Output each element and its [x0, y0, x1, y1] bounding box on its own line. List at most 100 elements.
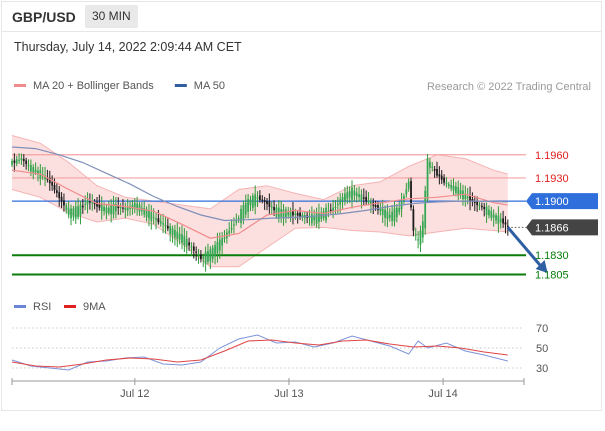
legend-label: MA 20 + Bollinger Bands	[33, 80, 154, 92]
x-axis-tick-label: Jul 13	[274, 388, 303, 400]
candle-body	[353, 191, 355, 196]
candle-body	[405, 189, 407, 194]
candle-body	[483, 207, 485, 209]
candle-body	[497, 215, 499, 223]
candle-body	[450, 185, 452, 188]
candle-body	[356, 193, 358, 197]
candle-body	[84, 204, 86, 205]
candle-body	[221, 238, 223, 246]
rsi-legend-label: 9MA	[83, 301, 106, 313]
candle-body	[412, 209, 414, 230]
candle-body	[365, 197, 367, 202]
candle-body	[176, 232, 178, 239]
candle-body	[200, 255, 202, 260]
candle-body	[219, 240, 221, 251]
candle-body	[235, 221, 237, 223]
candle-body	[195, 252, 197, 253]
candle-body	[375, 205, 377, 207]
candle-body	[250, 200, 252, 206]
candle-body	[434, 169, 436, 171]
candle-body	[467, 197, 469, 199]
candle-body	[479, 205, 481, 206]
candle-body	[292, 211, 294, 215]
candle-body	[217, 242, 219, 254]
candle-body	[25, 161, 27, 164]
rsi-tick-label: 50	[536, 343, 548, 355]
candle-body	[387, 211, 389, 218]
candle-body	[124, 208, 126, 210]
candle-body	[344, 194, 346, 201]
candle-body	[285, 210, 287, 218]
candle-body	[294, 214, 296, 215]
rsi-tick-label: 70	[536, 323, 548, 335]
candle-body	[209, 249, 211, 261]
candle-body	[242, 205, 244, 220]
candle-body	[54, 185, 56, 190]
candle-body	[63, 200, 65, 205]
candle-body	[500, 219, 502, 222]
candle-body	[231, 228, 233, 230]
candle-body	[181, 234, 183, 243]
candle-body	[316, 213, 318, 224]
candle-body	[429, 162, 431, 168]
candle-body	[70, 209, 72, 219]
candle-body	[157, 218, 159, 222]
candle-body	[455, 186, 457, 193]
candle-body	[443, 178, 445, 183]
candle-body	[89, 202, 91, 203]
candle-body	[87, 200, 89, 204]
candle-body	[252, 196, 254, 208]
candle-body	[394, 208, 396, 221]
candle-body	[389, 215, 391, 218]
candle-body	[16, 159, 18, 163]
candle-body	[398, 208, 400, 212]
candle-body	[420, 231, 422, 245]
candle-body	[436, 169, 438, 176]
candle-body	[77, 206, 79, 217]
candle-body	[257, 197, 259, 198]
candle-body	[21, 158, 23, 160]
candle-body	[266, 201, 268, 204]
candle-body	[106, 208, 108, 214]
candle-body	[207, 251, 209, 262]
candle-body	[363, 197, 365, 198]
candle-body	[183, 236, 185, 245]
candle-body	[51, 182, 53, 185]
legend-swatch	[175, 84, 187, 87]
candle-body	[271, 207, 273, 208]
candle-body	[264, 200, 266, 202]
candle-body	[198, 254, 200, 255]
rsi-legend: RSI 9MA	[14, 301, 106, 313]
candle-body	[28, 165, 30, 166]
candle-body	[122, 208, 124, 209]
candle-body	[179, 234, 181, 240]
candle-body	[448, 184, 450, 186]
candle-body	[325, 208, 327, 221]
candle-body	[339, 199, 341, 204]
candle-body	[172, 229, 174, 236]
candle-body	[273, 207, 275, 210]
candle-body	[311, 214, 313, 224]
candle-body	[13, 161, 15, 163]
candle-body	[58, 192, 60, 198]
candle-body	[150, 212, 152, 221]
candle-body	[193, 247, 195, 251]
candle-body	[408, 182, 410, 189]
candle-body	[438, 174, 440, 176]
candle-body	[488, 210, 490, 216]
x-axis: Jul 12 Jul 13 Jul 14	[12, 378, 524, 400]
rsi-legend-swatch	[14, 305, 26, 308]
candle-body	[330, 210, 332, 211]
candle-body	[186, 239, 188, 247]
candle-body	[422, 221, 424, 237]
copyright-text: Research © 2022 Trading Central	[427, 81, 591, 93]
candle-body	[110, 205, 112, 214]
candle-body	[382, 209, 384, 215]
candle-body	[318, 213, 320, 222]
candle-body	[259, 195, 261, 200]
candle-body	[65, 206, 67, 210]
candle-body	[103, 207, 105, 211]
candle-body	[337, 204, 339, 205]
candle-body	[11, 161, 13, 165]
candle-body	[351, 187, 353, 199]
